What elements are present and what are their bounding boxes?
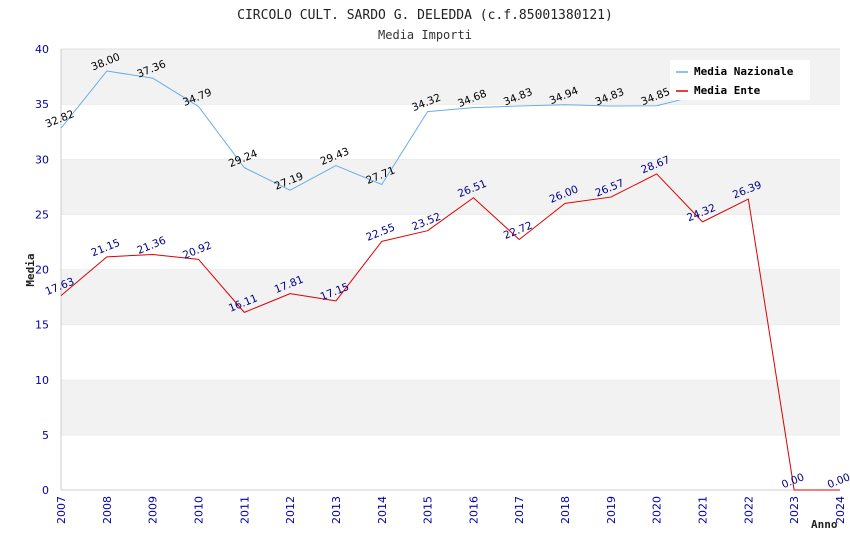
y-tick-label: 15 (35, 319, 49, 332)
x-tick-label: 2020 (651, 496, 664, 524)
grid-band (61, 159, 840, 215)
series-lines (60, 70, 840, 491)
grid-band (61, 104, 840, 160)
grid-band (61, 324, 840, 380)
y-tick-label: 25 (35, 208, 49, 221)
x-tick-label: 2024 (834, 496, 847, 524)
series-line-1 (60, 173, 840, 491)
legend-box (670, 60, 810, 100)
grid-band (61, 434, 840, 490)
grid-band (61, 379, 840, 435)
x-axis-label: Anno (811, 518, 838, 531)
x-tick-label: 2017 (513, 496, 526, 524)
x-tick-label: 2016 (467, 496, 480, 524)
y-tick-label: 0 (42, 484, 49, 497)
legend-label-ente: Media Ente (694, 84, 761, 97)
x-tick-label: 2021 (697, 496, 710, 524)
grid-band (61, 214, 840, 270)
y-tick-label: 5 (42, 429, 49, 442)
x-tick-label: 2023 (788, 496, 801, 524)
x-tick-label: 2019 (605, 496, 618, 524)
y-tick-label: 20 (35, 264, 49, 277)
x-tick-labels: 2007 2008 2009 2010 2011 2012 2013 2014 2015 2016… (55, 496, 847, 524)
series-line-0 (60, 70, 795, 191)
y-tick-labels: 0 5 10 15 20 25 30 35 40 (35, 43, 49, 497)
x-tick-label: 2022 (742, 496, 755, 524)
y-tick-label: 10 (35, 374, 49, 387)
legend: Media Nazionale Media Ente (670, 60, 810, 100)
y-tick-label: 30 (35, 153, 49, 166)
x-tick-label: 2009 (147, 496, 160, 524)
legend-label-nazionale: Media Nazionale (694, 65, 794, 78)
y-axis-label: Media (24, 253, 37, 286)
y-tick-label: 40 (35, 43, 49, 56)
chart-subtitle: Media Importi (378, 28, 472, 42)
x-tick-label: 2007 (55, 496, 68, 524)
x-tick-label: 2012 (284, 496, 297, 524)
grid-band (61, 269, 840, 325)
x-tick-label: 2013 (330, 496, 343, 524)
x-tick-label: 2014 (376, 496, 389, 524)
y-tick-label: 35 (35, 98, 49, 111)
x-tick-label: 2008 (101, 496, 114, 524)
x-tick-label: 2015 (422, 496, 435, 524)
chart-title: CIRCOLO CULT. SARDO G. DELEDDA (c.f.8500… (237, 8, 613, 23)
x-tick-label: 2010 (192, 496, 205, 524)
x-tick-label: 2011 (238, 496, 251, 524)
grid-bands (61, 48, 840, 490)
axes (60, 49, 840, 491)
x-tick-label: 2018 (559, 496, 572, 524)
